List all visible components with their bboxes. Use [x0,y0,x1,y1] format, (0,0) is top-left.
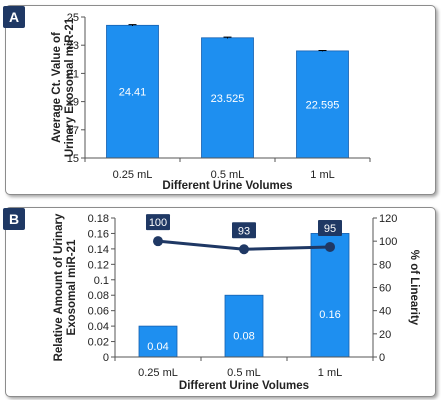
chart-b-secondary-y-tick-label: 20 [379,329,391,341]
chart-b-data-label: 0.04 [147,341,168,353]
chart-a-data-label: 23.525 [211,93,245,105]
panel-a-badge: A [3,6,25,28]
panel-b-badge: B [3,208,25,230]
chart-b-bar [310,233,350,358]
chart-a-x-axis-label: Different Urine Volumes [162,180,292,192]
chart-b-secondary-y-tick-label: 100 [379,236,397,248]
chart-b-linearity-point [239,244,249,255]
chart-a-y-tick-label: 17 [67,125,79,137]
chart-b-linearity-label: 95 [324,223,336,235]
chart-b-data-label: 0.08 [233,330,254,342]
chart-b-y-tick-label: 0.02 [88,337,109,349]
chart-a-y-tick-label: 19 [67,97,79,109]
chart-a-category-label: 0.25 mL [113,169,153,181]
chart-a-y-axis-label: Average Ct. Value of [51,32,63,143]
chart-b-secondary-y-tick-label: 60 [379,283,391,295]
chart-b-category-label: 0.5 mL [227,367,261,379]
chart-a-category-label: 0.5 mL [211,169,245,181]
chart-a-data-label: 22.595 [306,99,340,111]
chart-b-y-tick-label: 0.12 [88,259,109,271]
chart-b-x-axis-label: Different Urine Volumes [179,380,309,392]
chart-b-y-tick-label: 0.1 [94,275,109,287]
chart-b-y-tick-label: 0.18 [88,213,109,225]
chart-b-secondary-y-tick-label: 0 [379,352,385,364]
chart-a-y-tick-label: 25 [67,12,79,24]
chart-a-y-tick-label: 23 [67,40,79,52]
chart-b-category-label: 1 mL [318,367,342,379]
chart-b-secondary-y-axis-label: % of Linearity [408,250,420,326]
chart-b-secondary-y-tick-label: 80 [379,259,391,271]
chart-b-bar [138,325,178,358]
chart-b-secondary-y-tick-label: 40 [379,306,391,318]
chart-b-linearity-label-box [146,214,170,231]
chart-b-y-tick-label: 0.04 [88,321,109,333]
chart-b-y-tick-label: 0.16 [88,228,109,240]
chart-b-y-axis-label: Relative Amount of Urinary [53,213,65,361]
chart-b-y-axis-label: Exosomal miR-21 [66,239,78,335]
chart-a-bar [296,50,349,159]
chart-a-data-label: 24.41 [119,87,147,99]
chart-b-y-tick-label: 0.14 [88,244,109,256]
chart-a-bar [106,24,159,159]
chart-b-y-tick-label: 0.08 [88,290,109,302]
chart-b-linearity-label-box [318,219,342,236]
chart-b-linearity-point [153,236,163,247]
chart-b-linearity-label: 93 [238,225,250,237]
panel-b-frame [5,207,436,397]
chart-b-bar [224,294,264,358]
chart-b-linearity-label: 100 [149,217,167,229]
chart-b-y-tick-label: 0 [103,352,109,364]
chart-b-data-label: 0.16 [319,309,340,321]
chart-b-y-tick-label: 0.06 [88,306,109,318]
chart-b-category-label: 0.25 mL [138,367,178,379]
chart-a-y-axis-label: Urinary Exosomal miR-21 [64,17,76,157]
chart-b-secondary-y-tick-label: 120 [379,213,397,225]
chart-a-y-tick-label: 21 [67,68,79,80]
chart-a-category-label: 1 mL [310,169,334,181]
chart-a-y-tick-label: 15 [67,153,79,165]
chart-b-linearity-label-box [232,222,256,239]
chart-b-linearity-point [325,241,335,252]
